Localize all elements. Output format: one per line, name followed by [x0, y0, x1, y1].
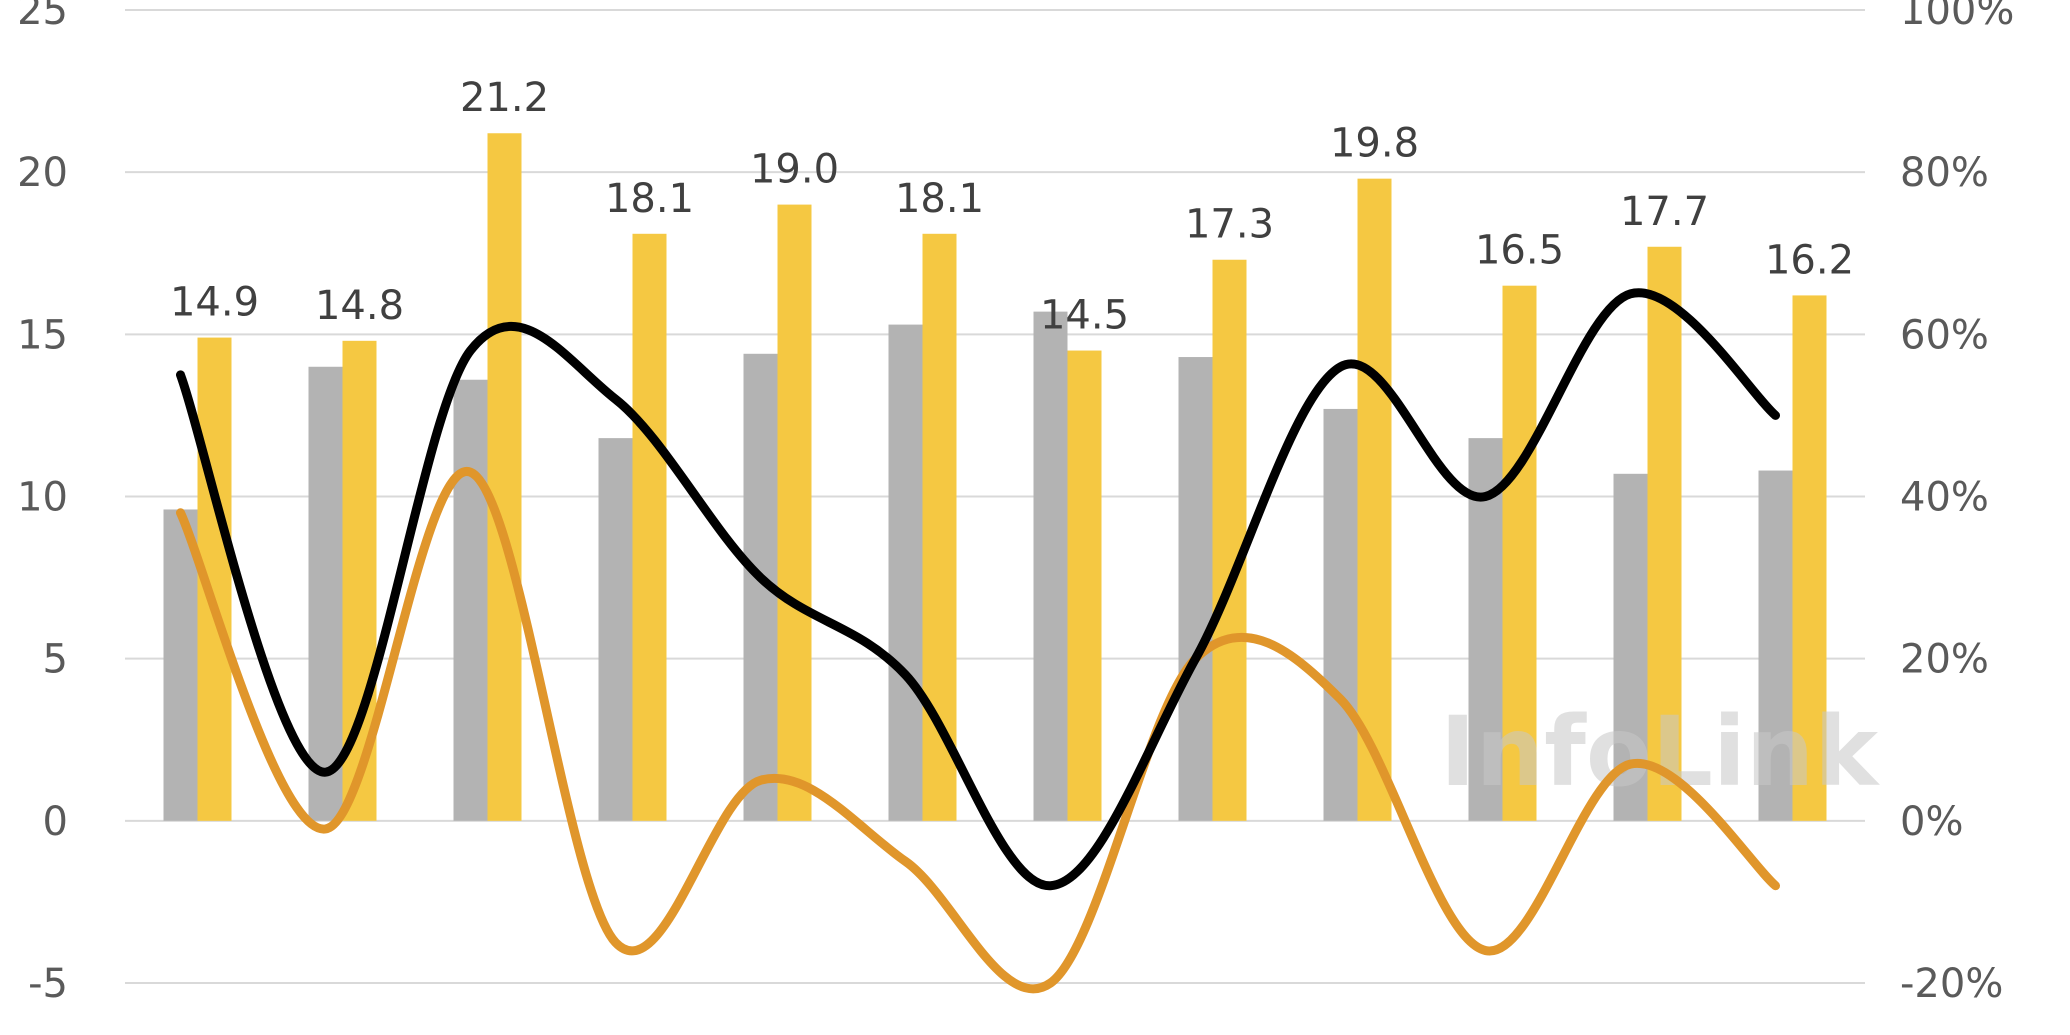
- bar-gray: [1468, 438, 1503, 821]
- gridlines: [125, 9, 1865, 984]
- left-tick-label: -5: [28, 961, 68, 1007]
- bar-value-label: 19.8: [1330, 121, 1419, 167]
- bar-yellow: [1357, 178, 1392, 821]
- right-tick-label: 100%: [1900, 0, 2014, 34]
- left-tick-label: 0: [43, 799, 68, 845]
- right-tick-label: 40%: [1900, 475, 1989, 521]
- right-tick-label: 0%: [1900, 799, 1963, 845]
- data-labels: 14.9 14.8 21.2 18.1 19.0 18.1 14.5 17.3 19.8 16.5…: [170, 75, 1854, 338]
- right-axis: -20% 0% 20% 40% 60% 80% 100%: [1900, 0, 2014, 1007]
- bar-yellow: [1067, 350, 1102, 821]
- lines: [176, 288, 1780, 994]
- bar-yellow: [1647, 246, 1682, 821]
- watermark: InfoLink: [1440, 696, 1880, 808]
- bar-gray: [453, 379, 488, 821]
- bar-gray: [1758, 470, 1793, 821]
- bar-yellow: [1212, 259, 1247, 821]
- bar-gray: [1323, 408, 1358, 821]
- bar-gray: [1033, 311, 1068, 821]
- left-tick-label: 5: [43, 637, 68, 683]
- bar-value-label: 19.0: [750, 147, 839, 193]
- bar-yellow: [1792, 295, 1827, 821]
- bar-yellow: [487, 133, 522, 821]
- left-tick-label: 20: [17, 150, 68, 196]
- bar-value-label: 21.2: [460, 75, 549, 121]
- bar-gray: [1178, 357, 1213, 821]
- right-tick-label: 80%: [1900, 150, 1989, 196]
- right-tick-label: 20%: [1900, 637, 1989, 683]
- bar-value-label: 17.7: [1620, 189, 1709, 235]
- left-axis: -5 0 5 10 15 20 25: [17, 0, 68, 1007]
- left-tick-label: 25: [17, 0, 68, 34]
- bar-value-label: 18.1: [895, 176, 984, 222]
- bar-gray: [308, 366, 343, 821]
- bar-gray: [163, 509, 198, 821]
- bar-value-label: 16.5: [1475, 228, 1564, 274]
- bar-yellow: [632, 233, 667, 821]
- bar-value-label: 18.1: [605, 176, 694, 222]
- bar-gray: [598, 438, 633, 821]
- left-tick-label: 15: [17, 312, 68, 358]
- bar-value-label: 14.5: [1040, 293, 1129, 339]
- bar-value-label: 14.9: [170, 280, 259, 326]
- line-orange: [176, 467, 1780, 994]
- bar-gray: [888, 324, 923, 821]
- left-tick-label: 10: [17, 475, 68, 521]
- right-tick-label: -20%: [1900, 961, 2003, 1007]
- bar-yellow: [1502, 285, 1537, 821]
- bar-yellow: [777, 204, 812, 821]
- bar-value-label: 16.2: [1765, 237, 1854, 283]
- line-black: [176, 288, 1780, 891]
- bar-value-label: 17.3: [1185, 202, 1274, 248]
- right-tick-label: 60%: [1900, 312, 1989, 358]
- bar-value-label: 14.8: [315, 283, 404, 329]
